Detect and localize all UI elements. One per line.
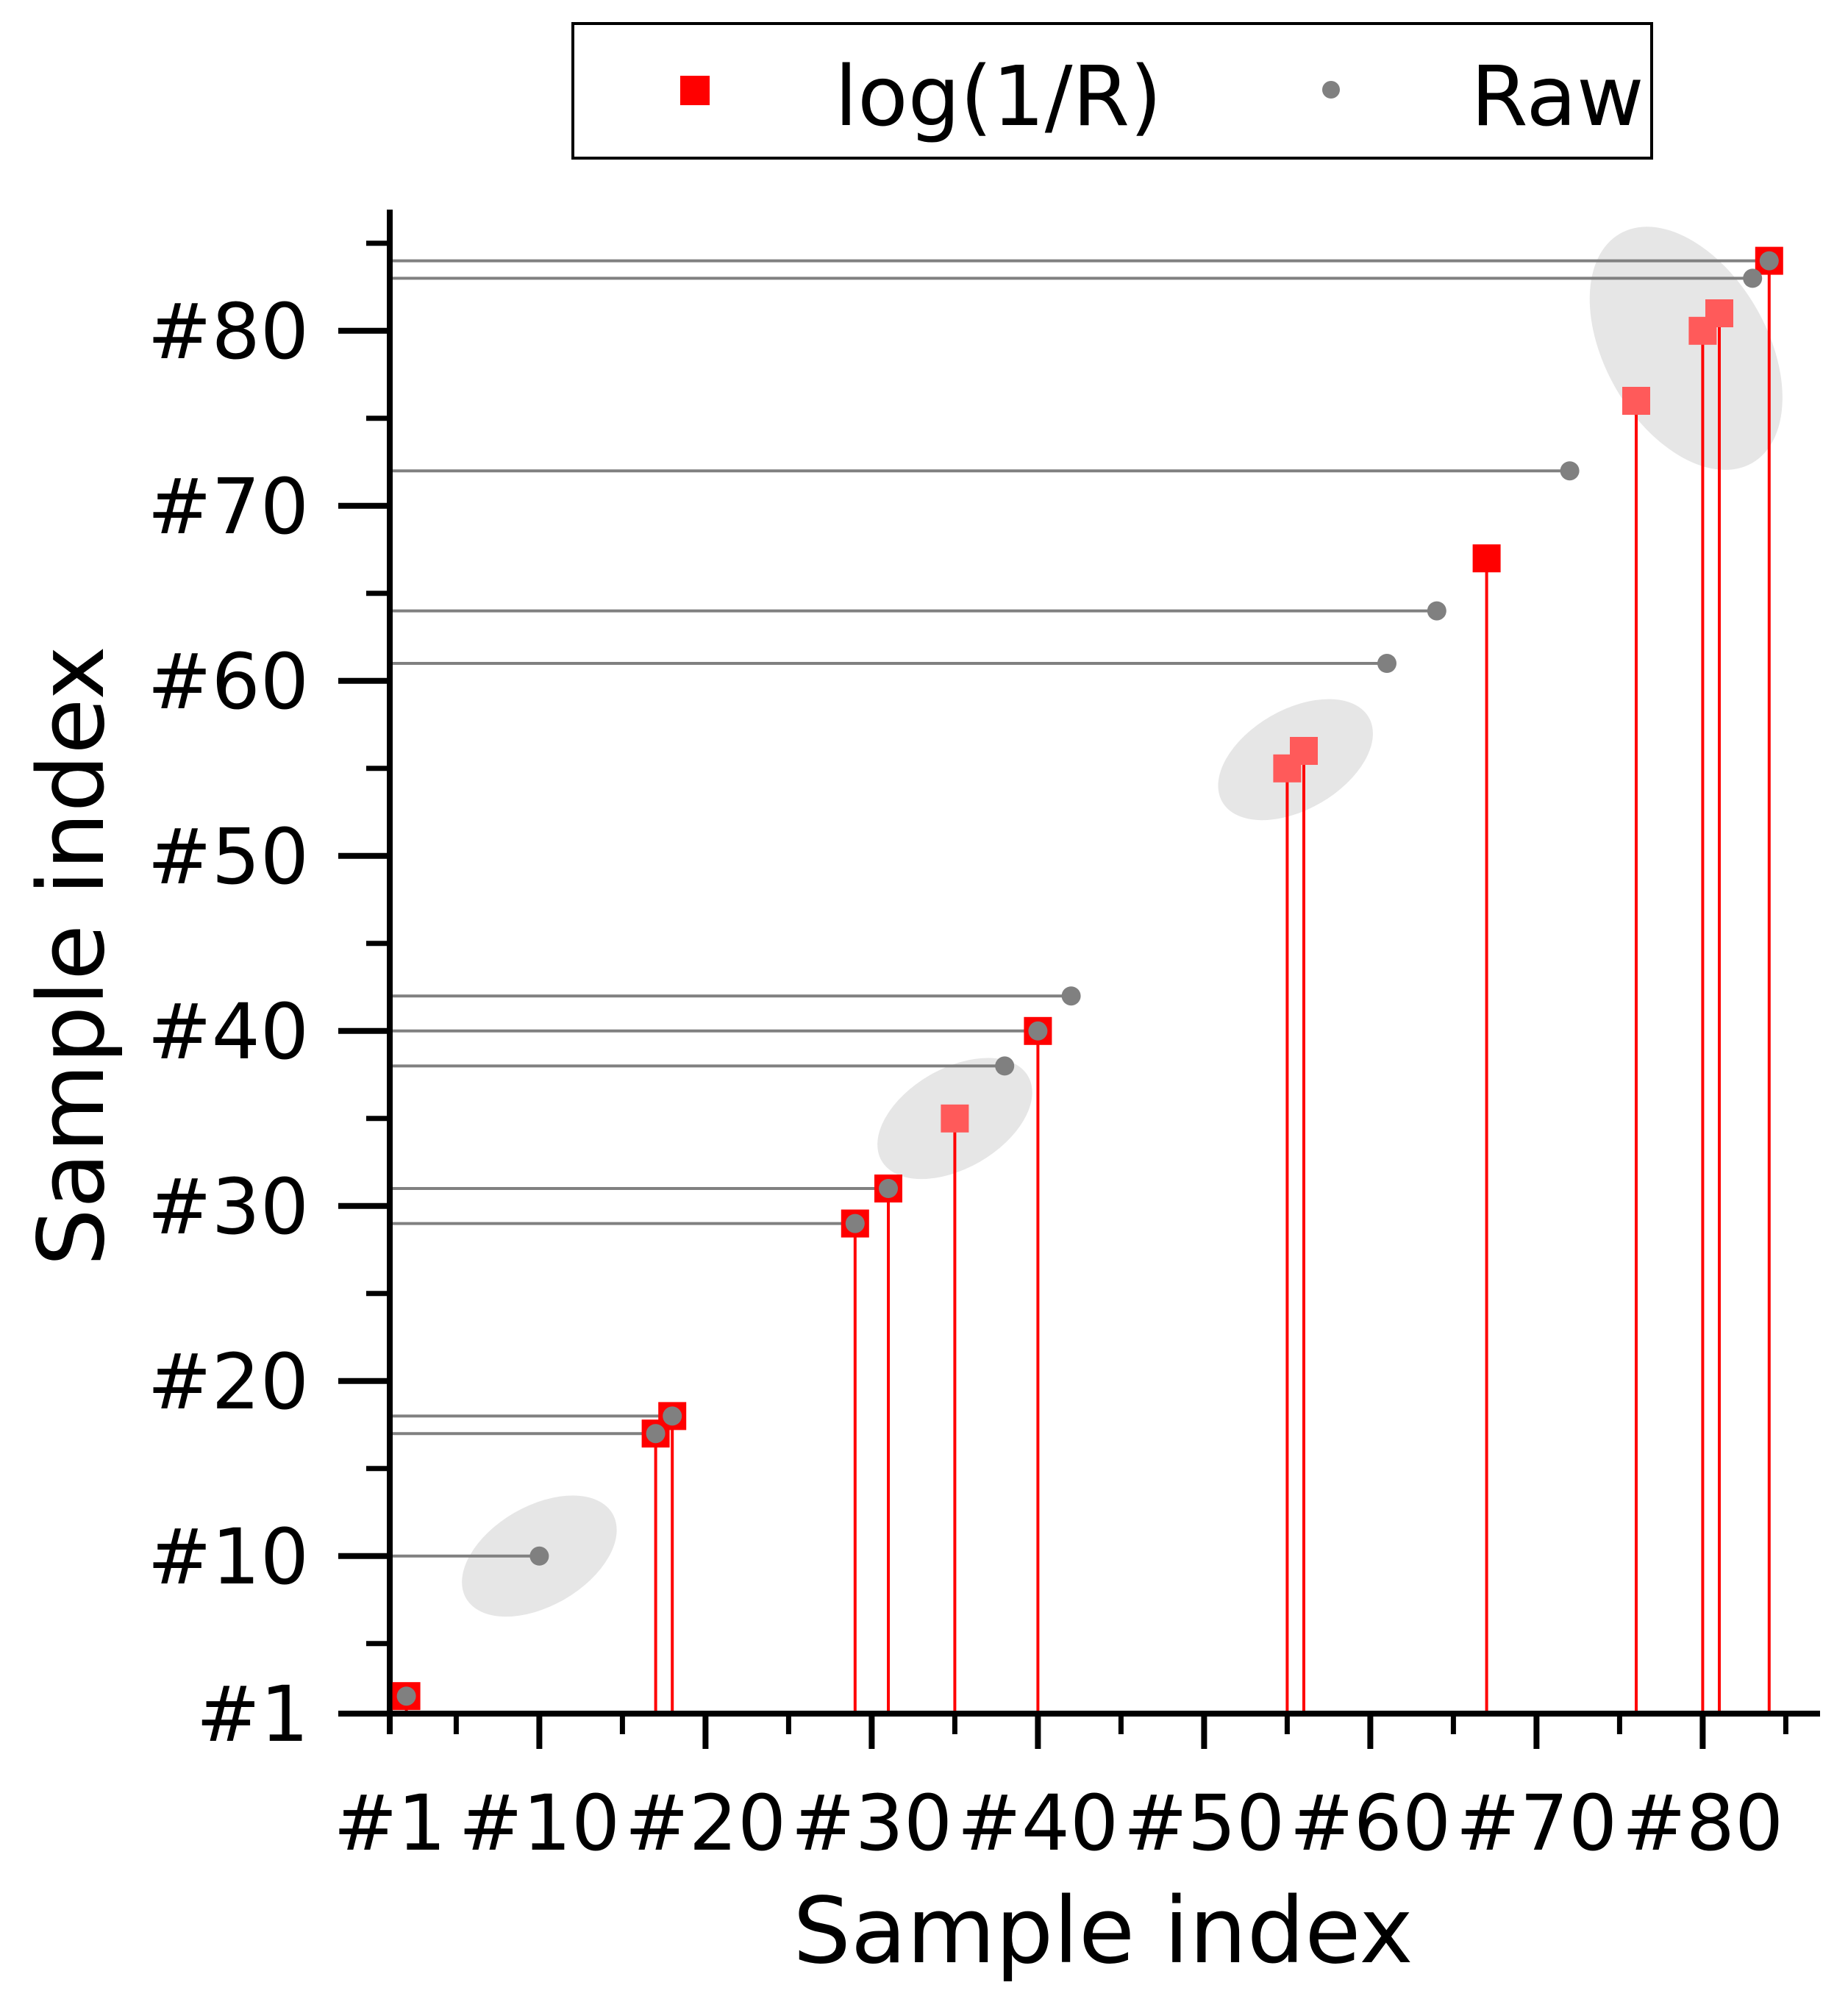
y-tick-label: #60 <box>148 637 309 727</box>
raw-circle-marker <box>845 1214 865 1233</box>
raw-circle-marker <box>879 1179 898 1198</box>
axes <box>338 210 1820 1749</box>
x-tick-label: #30 <box>791 1778 952 1868</box>
y-tick-label: #20 <box>148 1337 309 1427</box>
y-tick-label: #10 <box>148 1512 309 1602</box>
legend-raw-marker <box>1322 81 1340 99</box>
tick-labels: #1#1#10#10#20#20#30#30#40#40#50#50#60#60… <box>148 287 1784 1868</box>
log-square-marker <box>941 1104 969 1133</box>
y-tick-label: #50 <box>148 812 309 902</box>
raw-circle-marker <box>1759 251 1779 271</box>
x-tick-label: #1 <box>333 1778 446 1868</box>
raw-circle-marker <box>1427 601 1446 621</box>
x-tick-label: #70 <box>1456 1778 1617 1868</box>
raw-circle-marker <box>1061 986 1081 1006</box>
highlight-ellipse <box>1589 227 1783 470</box>
raw-circle-marker <box>646 1424 666 1444</box>
y-tick-label: #1 <box>196 1669 309 1759</box>
raw-circle-marker <box>1377 654 1396 673</box>
stem-lines <box>390 259 1771 1714</box>
raw-circle-marker <box>396 1686 416 1706</box>
y-tick-label: #40 <box>148 987 309 1077</box>
x-tick-label: #50 <box>1124 1778 1285 1868</box>
x-tick-label: #40 <box>957 1778 1119 1868</box>
log-square-marker <box>1472 544 1501 573</box>
y-tick-label: #70 <box>148 462 309 552</box>
x-tick-label: #10 <box>459 1778 620 1868</box>
raw-circle-marker <box>663 1406 682 1426</box>
x-tick-label: #80 <box>1622 1778 1783 1868</box>
raw-circle-marker <box>1743 268 1763 288</box>
legend-log-label: log(1/R) <box>835 49 1162 145</box>
y-tick-label: #30 <box>148 1162 309 1252</box>
x-axis-title: Sample index <box>793 1878 1413 1984</box>
log-square-marker <box>1622 387 1650 415</box>
raw-circle-marker <box>1560 461 1580 481</box>
y-axis-title: Sample index <box>19 646 125 1266</box>
legend-log-marker <box>680 76 710 105</box>
raw-circle-marker <box>995 1056 1015 1076</box>
x-tick-label: #60 <box>1290 1778 1451 1868</box>
x-tick-label: #20 <box>625 1778 786 1868</box>
raw-circle-marker <box>529 1546 549 1566</box>
raw-circle-marker <box>1028 1021 1048 1041</box>
legend: log(1/R) Raw <box>571 22 1653 160</box>
legend-raw-label: Raw <box>1471 49 1644 145</box>
data-markers <box>392 246 1783 1711</box>
y-tick-label: #80 <box>148 287 309 377</box>
log-square-marker <box>1705 299 1733 327</box>
log-square-marker <box>1290 737 1318 765</box>
legend-box <box>571 22 1653 160</box>
